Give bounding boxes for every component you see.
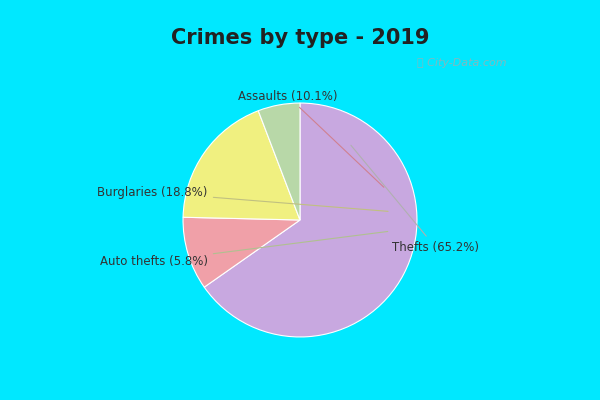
Wedge shape [258,103,300,220]
Text: Assaults (10.1%): Assaults (10.1%) [238,90,384,187]
Wedge shape [183,111,300,220]
Text: Thefts (65.2%): Thefts (65.2%) [351,145,479,254]
Text: Auto thefts (5.8%): Auto thefts (5.8%) [100,232,388,268]
Wedge shape [204,103,417,337]
Text: Crimes by type - 2019: Crimes by type - 2019 [171,28,429,48]
Text: Burglaries (18.8%): Burglaries (18.8%) [97,186,388,211]
Wedge shape [183,217,300,287]
Text: ⓘ City-Data.com: ⓘ City-Data.com [417,58,506,68]
